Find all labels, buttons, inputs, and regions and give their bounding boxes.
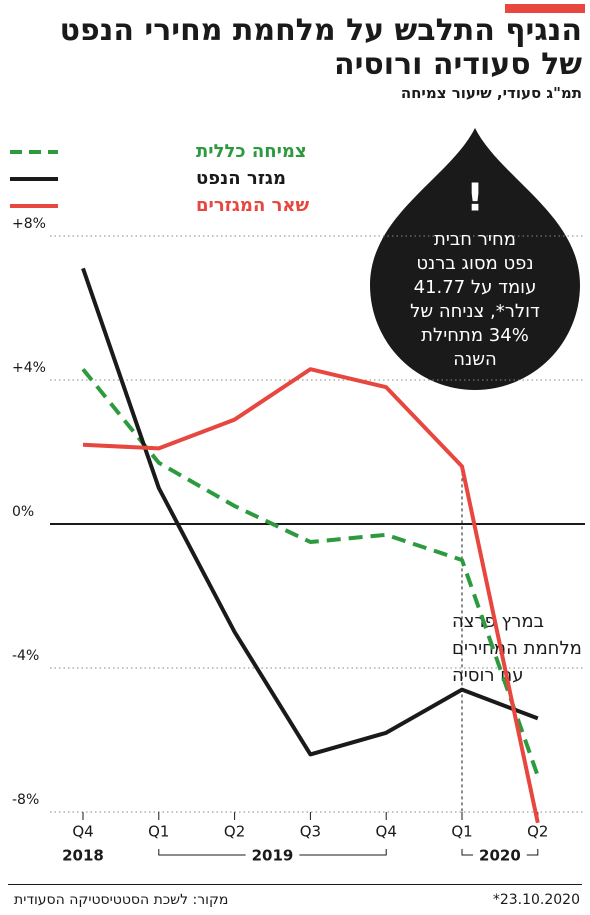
x-tick-label: Q4: [376, 823, 397, 841]
y-tick-label: +4%: [12, 360, 46, 376]
title-line: של סעודיה ורוסיה: [333, 47, 582, 82]
footer-rule: [8, 884, 582, 885]
drop-text: מחיר חבית: [434, 229, 516, 250]
drop-text: דולר*, צניחה של: [410, 301, 540, 322]
war-annotation: מלחמת המחירים: [452, 638, 582, 659]
x-tick-label: Q4: [72, 823, 93, 841]
drop-text: נפט מסוג ברנט: [416, 253, 533, 274]
accent-bar: [505, 4, 585, 13]
drop-text: השנה: [453, 349, 496, 370]
legend-label: שאר המגזרים: [196, 195, 310, 216]
year-label: 2020: [479, 847, 521, 865]
war-annotation: עם רוסיה: [452, 665, 523, 686]
x-tick-label: Q1: [451, 823, 472, 841]
year-label: 2018: [62, 847, 104, 865]
chart-subtitle: תמ"ג סעודי, שיעור צמיחה: [400, 84, 582, 102]
legend-label: מגזר הנפט: [196, 168, 286, 189]
year-bracket: [461, 849, 539, 856]
oil-drop: [370, 128, 580, 390]
series-line: [81, 267, 539, 757]
y-tick-label: +8%: [12, 216, 46, 232]
year-label: 2019: [252, 847, 294, 865]
drop-mark: !: [466, 176, 483, 220]
x-tick-label: Q1: [148, 823, 169, 841]
x-tick-label: Q2: [527, 823, 548, 841]
y-tick-label: -4%: [12, 648, 39, 664]
source: מקור: לשכת הסטטיסטיקה הסעודית: [14, 892, 229, 908]
series-line: [81, 367, 540, 777]
drop-text: עומד על 41.77: [414, 277, 537, 298]
date: 23.10.2020*: [492, 892, 580, 908]
legend-label: צמיחה כללית: [196, 141, 307, 162]
chart: +8% +4% 0% -4% -8% Q4 Q1 Q2 Q3 Q4 Q1 Q2 2018 2019 2020…: [10, 128, 585, 865]
year-bracket: [158, 849, 387, 856]
series-line: [82, 367, 540, 824]
title-line: הנגיף התלבש על מלחמת מחירי הנפט: [59, 13, 582, 48]
war-annotation: במרץ פרצה: [452, 611, 544, 632]
x-tick-label: Q3: [300, 823, 321, 841]
drop-text: 34% מתחילת: [421, 325, 529, 346]
y-tick-label: 0%: [12, 504, 34, 520]
y-tick-label: -8%: [12, 792, 39, 808]
chart-title: הנגיף התלבש על מלחמת מחירי הנפט של סעודי…: [7, 14, 582, 82]
x-tick-label: Q2: [224, 823, 245, 841]
